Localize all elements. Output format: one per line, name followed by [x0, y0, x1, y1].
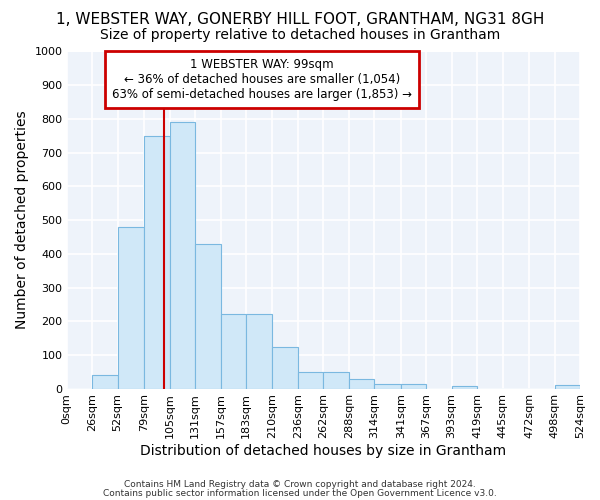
- Text: Contains public sector information licensed under the Open Government Licence v3: Contains public sector information licen…: [103, 490, 497, 498]
- Bar: [323, 372, 349, 388]
- Bar: [221, 314, 246, 388]
- Bar: [246, 314, 272, 388]
- Bar: [298, 372, 323, 388]
- Bar: [170, 122, 195, 388]
- Bar: [144, 136, 170, 388]
- Bar: [452, 386, 477, 388]
- Text: Contains HM Land Registry data © Crown copyright and database right 2024.: Contains HM Land Registry data © Crown c…: [124, 480, 476, 489]
- Text: Size of property relative to detached houses in Grantham: Size of property relative to detached ho…: [100, 28, 500, 42]
- Bar: [272, 346, 298, 389]
- Text: 1 WEBSTER WAY: 99sqm
← 36% of detached houses are smaller (1,054)
63% of semi-de: 1 WEBSTER WAY: 99sqm ← 36% of detached h…: [112, 58, 412, 101]
- Bar: [349, 379, 374, 388]
- Y-axis label: Number of detached properties: Number of detached properties: [15, 111, 29, 330]
- Bar: [374, 384, 401, 388]
- Text: 1, WEBSTER WAY, GONERBY HILL FOOT, GRANTHAM, NG31 8GH: 1, WEBSTER WAY, GONERBY HILL FOOT, GRANT…: [56, 12, 544, 28]
- Bar: [554, 386, 580, 388]
- Bar: [118, 227, 144, 388]
- Bar: [195, 244, 221, 388]
- X-axis label: Distribution of detached houses by size in Grantham: Distribution of detached houses by size …: [140, 444, 506, 458]
- Bar: [401, 384, 426, 388]
- Bar: [92, 375, 118, 388]
